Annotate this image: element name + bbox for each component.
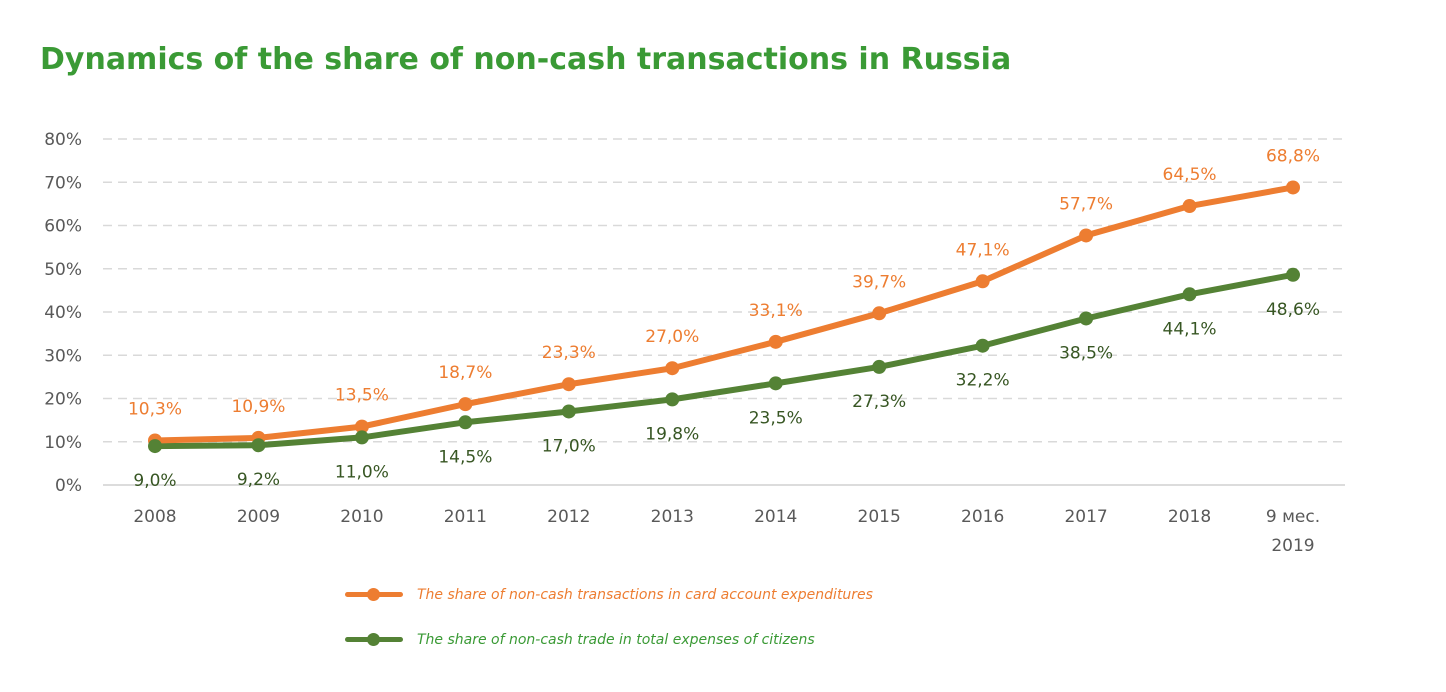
x-tick-label: 9 мес. <box>1266 507 1320 527</box>
data-label: 14,5% <box>438 447 492 467</box>
data-label: 23,3% <box>542 343 596 363</box>
y-tick-label: 50% <box>44 260 82 280</box>
x-tick-label: 2009 <box>237 507 280 527</box>
chart-title: Dynamics of the share of non-cash transa… <box>40 42 1012 77</box>
x-tick-label: 2014 <box>754 507 797 527</box>
x-tick-label: 2010 <box>340 507 383 527</box>
data-point <box>975 338 990 353</box>
data-point <box>561 377 576 392</box>
data-label: 44,1% <box>1163 319 1217 339</box>
x-tick-label: 2017 <box>1064 507 1107 527</box>
data-point <box>1286 267 1300 282</box>
y-tick-label: 0% <box>55 476 82 496</box>
data-point <box>251 438 266 453</box>
data-point <box>768 334 783 349</box>
data-label: 13,5% <box>335 386 389 406</box>
legend-swatch-orange-icon <box>345 585 403 605</box>
legend-swatch-green-icon <box>345 630 403 650</box>
legend-label: The share of non-cash trade in total exp… <box>417 632 815 648</box>
data-point <box>872 359 887 374</box>
data-point <box>1079 228 1094 243</box>
data-label: 33,1% <box>749 301 803 321</box>
y-tick-label: 40% <box>44 303 82 323</box>
x-tick-label: 2012 <box>547 507 590 527</box>
data-point <box>665 361 680 376</box>
x-tick-label: 2018 <box>1168 507 1211 527</box>
data-label: 19,8% <box>645 424 699 444</box>
y-tick-label: 30% <box>44 346 82 366</box>
data-point <box>975 274 990 289</box>
x-tick-label: 2015 <box>858 507 901 527</box>
data-label: 27,3% <box>852 392 906 412</box>
data-label: 10,3% <box>128 399 182 419</box>
data-point <box>665 392 680 407</box>
data-point <box>1286 180 1300 195</box>
data-label: 11,0% <box>335 462 389 482</box>
data-point <box>1182 199 1197 214</box>
y-tick-label: 60% <box>44 217 82 237</box>
data-label: 9,2% <box>237 470 280 490</box>
data-label: 47,1% <box>956 240 1010 260</box>
data-point <box>148 439 162 454</box>
data-point <box>561 404 576 419</box>
series-line <box>152 184 1296 444</box>
data-point <box>1182 287 1197 302</box>
data-label: 23,5% <box>749 408 803 428</box>
x-tick-label: 2011 <box>444 507 487 527</box>
series-line <box>152 271 1296 450</box>
data-point <box>354 430 369 445</box>
data-point <box>768 376 783 391</box>
data-point <box>458 415 473 430</box>
data-label: 17,0% <box>542 436 596 456</box>
data-label: 39,7% <box>852 272 906 292</box>
x-tick-label: 2013 <box>651 507 694 527</box>
y-tick-label: 20% <box>44 390 82 410</box>
legend-item-trade-expenses: The share of non-cash trade in total exp… <box>345 630 815 650</box>
x-tick-label: 2016 <box>961 507 1004 527</box>
data-label: 32,2% <box>956 371 1010 391</box>
data-point <box>354 419 369 434</box>
data-label: 18,7% <box>438 363 492 383</box>
legend-item-card-expenditures: The share of non-cash transactions in ca… <box>345 585 873 605</box>
data-label: 38,5% <box>1059 343 1113 363</box>
data-label: 27,0% <box>645 327 699 347</box>
legend-label: The share of non-cash transactions in ca… <box>417 587 873 603</box>
y-tick-label: 10% <box>44 433 82 453</box>
data-label: 10,9% <box>231 397 285 417</box>
data-label: 9,0% <box>133 471 176 491</box>
data-label: 64,5% <box>1163 165 1217 185</box>
y-tick-label: 70% <box>44 173 82 193</box>
data-point <box>1079 311 1094 326</box>
x-tick-label: 2019 <box>1271 536 1314 556</box>
x-tick-label: 2008 <box>133 507 176 527</box>
data-point <box>458 397 473 412</box>
data-label: 48,6% <box>1266 300 1320 320</box>
data-label: 57,7% <box>1059 194 1113 214</box>
data-label: 68,8% <box>1266 146 1320 166</box>
y-tick-label: 80% <box>44 130 82 150</box>
data-point <box>872 306 887 321</box>
